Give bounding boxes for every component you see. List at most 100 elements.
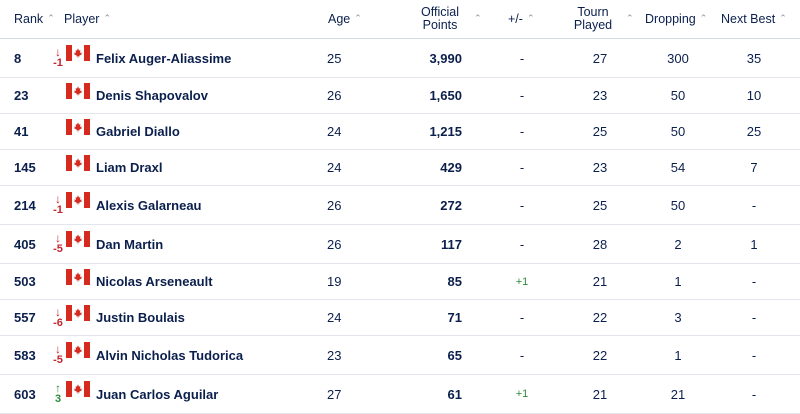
rank-value: 145 [14,160,36,175]
tourn-played-value: 25 [592,197,608,213]
plusminus-value: - [519,236,525,252]
rank-value: 8 [14,50,22,66]
rank-value: 41 [14,124,29,139]
canada-flag-icon [66,381,90,397]
age-value: 24 [327,160,342,175]
official-points-value: 71 [447,310,462,325]
player-name-link[interactable]: Gabriel Diallo [96,124,180,139]
table-row[interactable]: 145 Liam Draxl 24 429 - 23 54 7 [0,150,800,186]
dropping-value: 50 [670,124,686,139]
rank-move-indicator: ↑ 3 [50,375,66,413]
player-name-link[interactable]: Denis Shapovalov [96,88,208,103]
player-name-link[interactable]: Justin Boulais [96,310,185,325]
plusminus-value: - [519,124,525,139]
official-points-value: 429 [440,160,462,175]
player-name-link[interactable]: Alexis Galarneau [96,197,202,213]
player-name-link[interactable]: Liam Draxl [96,160,163,175]
tourn-played-value: 22 [592,347,608,363]
dropping-column-header[interactable]: Dropping ⌃ [645,0,707,38]
table-row[interactable]: 214 ↓ -1 Alexis Galarneau 26 272 - 25 50 - [0,186,800,225]
arrow-down-icon: ↓ [55,231,61,245]
canada-flag-icon [66,45,90,61]
age-value: 26 [327,197,342,213]
age-value: 26 [327,236,342,252]
tourn-played-value: 23 [592,88,608,103]
sort-caret-icon: ⌃ [699,12,708,23]
rank-value: 603 [14,386,36,402]
points-sort-caret[interactable]: ⌃ [470,0,482,38]
age-value: 27 [327,386,342,402]
tourn-sort-caret[interactable]: ⌃ [622,0,634,38]
rank-move-value: -5 [53,354,63,366]
next-best-value: - [751,310,757,325]
plusminus-column-header[interactable]: +/- ⌃ [508,0,534,38]
age-header-label: Age [328,12,351,26]
rank-value: 583 [14,347,36,363]
player-name-link[interactable]: Nicolas Arseneault [96,274,213,289]
sort-caret-icon: ⌃ [47,12,55,23]
official-points-value: 272 [440,197,462,213]
official-points-value: 117 [441,236,462,252]
official-points-value: 85 [447,274,462,289]
points-header-line2: Points [422,18,458,32]
rank-move-value: -1 [53,204,63,216]
table-row[interactable]: 8 ↓ -1 Felix Auger-Aliassime 25 3,990 - 27 300 35 [0,39,800,78]
sort-caret-icon: ⌃ [526,12,535,23]
tourn-played-column-header[interactable]: Tourn Played [570,0,616,38]
player-name-link[interactable]: Alvin Nicholas Tudorica [96,347,244,363]
dropping-value: 50 [670,197,686,213]
tourn-played-value: 21 [592,274,608,289]
player-name-link[interactable]: Dan Martin [96,236,164,252]
official-points-value: 65 [447,347,462,363]
points-column-header[interactable]: Official Points [410,0,470,38]
table-row[interactable]: 41 Gabriel Diallo 24 1,215 - 25 50 25 [0,114,800,150]
table-row[interactable]: 583 ↓ -5 Alvin Nicholas Tudorica 23 65 - 22 1 - [0,336,800,375]
next-best-column-header[interactable]: Next Best ⌃ [721,0,787,38]
next-best-value: 7 [750,160,758,175]
player-name-link[interactable]: Felix Auger-Aliassime [96,50,232,66]
age-column-header[interactable]: Age ⌃ [328,0,362,38]
dropping-value: 54 [670,160,686,175]
next-best-header-label: Next Best [721,12,776,26]
rank-column-header[interactable]: Rank ⌃ [14,0,55,38]
tourn-played-value: 23 [592,160,608,175]
table-row[interactable]: 405 ↓ -5 Dan Martin 26 117 - 28 2 1 [0,225,800,264]
player-name-link[interactable]: Juan Carlos Aguilar [96,386,219,402]
rank-move-value: -5 [53,243,63,255]
age-value: 24 [327,310,342,325]
table-row[interactable]: 557 ↓ -6 Justin Boulais 24 71 - 22 3 - [0,300,800,336]
age-value: 19 [327,274,342,289]
table-body: 8 ↓ -1 Felix Auger-Aliassime 25 3,990-27 300 35… [0,39,800,414]
official-points-value: 1,650 [429,88,462,103]
tourn-played-value: 25 [592,124,608,139]
plusminus-value: - [519,160,525,175]
plusminus-value: - [519,50,525,66]
canada-flag-icon [66,231,90,247]
sort-caret-icon: ⌃ [779,12,787,23]
table-row[interactable]: 603 ↑ 3 Juan Carlos Aguilar 27 61 +1 21 21 - [0,375,800,414]
rank-header-label: Rank [14,12,44,26]
canada-flag-icon [66,154,90,171]
plusminus-value: +1 [515,388,529,400]
table-header: Rank ⌃ Player ⌃ Age ⌃ Official Points ⌃ … [0,0,800,39]
sort-caret-icon: ⌃ [103,12,111,23]
canada-flag-icon [66,192,90,208]
tourn-played-value: 21 [592,386,608,402]
sort-caret-icon: ⌃ [474,12,482,23]
next-best-value: 35 [746,50,762,66]
table-row[interactable]: 503 Nicolas Arseneault 19 85 +1 21 1 - [0,264,800,300]
tourn-played-value: 27 [592,50,608,66]
age-value: 24 [327,124,342,139]
arrow-down-icon: ↓ [55,192,61,206]
next-best-value: - [751,197,757,213]
rank-move-value: -1 [53,57,63,69]
arrow-down-icon: ↓ [55,45,61,59]
table-row[interactable]: 23 Denis Shapovalov 26 1,650 - 23 50 10 [0,78,800,114]
next-best-value: 10 [746,88,762,103]
age-value: 25 [327,50,342,66]
age-value: 26 [327,88,342,103]
rank-move-value: -6 [53,316,63,329]
plusminus-value: - [519,88,525,103]
player-column-header[interactable]: Player ⌃ [64,0,111,38]
